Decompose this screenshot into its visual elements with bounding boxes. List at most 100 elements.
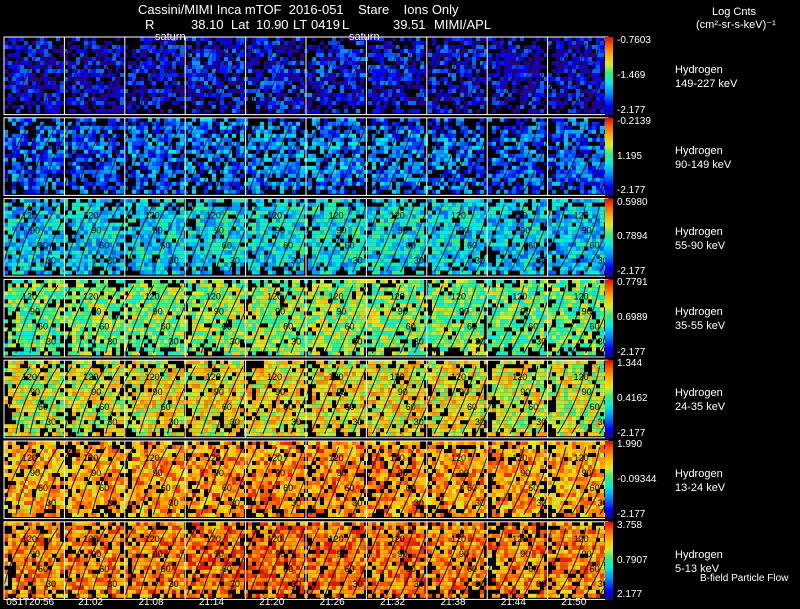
heatmap-cell bbox=[504, 137, 508, 142]
heatmap-cell bbox=[440, 210, 444, 215]
heatmap-cell bbox=[560, 53, 564, 57]
heatmap-cell bbox=[420, 206, 424, 211]
heatmap-cell bbox=[136, 49, 140, 53]
heatmap-cell bbox=[288, 125, 292, 130]
heatmap-cell bbox=[388, 81, 392, 85]
heatmap-cell bbox=[16, 161, 20, 166]
heatmap-cell bbox=[360, 145, 364, 150]
color-bar-segment bbox=[605, 144, 613, 148]
heatmap-cell bbox=[404, 77, 408, 81]
heatmap-cell bbox=[360, 165, 364, 170]
heatmap-cell bbox=[248, 77, 252, 81]
heatmap-cell bbox=[324, 129, 328, 134]
heatmap-cell bbox=[100, 137, 104, 142]
heatmap-cell bbox=[108, 49, 112, 53]
heatmap-cell bbox=[48, 65, 52, 69]
heatmap-cell bbox=[24, 185, 28, 190]
heatmap-cell bbox=[472, 153, 476, 158]
heatmap-cell bbox=[200, 218, 204, 223]
heatmap-cell bbox=[392, 73, 396, 77]
heatmap-cell bbox=[464, 41, 468, 45]
heatmap-cell bbox=[404, 214, 408, 219]
contour-line bbox=[29, 123, 59, 192]
heatmap-cell bbox=[156, 145, 160, 150]
heatmap-cell bbox=[220, 145, 224, 150]
heatmap-cell bbox=[168, 206, 172, 211]
heatmap-cell bbox=[104, 210, 108, 215]
heatmap-cell bbox=[8, 210, 12, 215]
contour-line bbox=[557, 123, 587, 192]
heatmap-cell bbox=[64, 141, 68, 146]
heatmap-cell bbox=[24, 69, 28, 73]
heatmap-cell bbox=[116, 85, 120, 89]
contour-line bbox=[599, 123, 629, 192]
color-bar-segment bbox=[605, 77, 613, 81]
heatmap-cell bbox=[464, 105, 468, 109]
heatmap-cell bbox=[588, 37, 592, 41]
heatmap-cell bbox=[100, 177, 104, 182]
heatmap-cell bbox=[36, 177, 40, 182]
heatmap-cell bbox=[60, 157, 64, 162]
heatmap-cell bbox=[560, 61, 564, 65]
heatmap-cell bbox=[212, 206, 216, 211]
heatmap-cell bbox=[496, 65, 500, 69]
heatmap-cell bbox=[56, 141, 60, 146]
heatmap-cell bbox=[464, 57, 468, 61]
heatmap-cell bbox=[84, 177, 88, 182]
heatmap-cell bbox=[468, 77, 472, 81]
heatmap-cell bbox=[376, 37, 380, 41]
heatmap-cell bbox=[320, 149, 324, 154]
heatmap-cell bbox=[332, 189, 336, 194]
heatmap-cell bbox=[456, 121, 460, 126]
heatmap-cell bbox=[352, 93, 356, 97]
heatmap-cell bbox=[376, 129, 380, 134]
heatmap-cell bbox=[84, 73, 88, 77]
heatmap-cell bbox=[128, 109, 132, 113]
heatmap-cell bbox=[136, 65, 140, 69]
heatmap-cell bbox=[80, 49, 84, 53]
heatmap-cell bbox=[80, 202, 84, 207]
heatmap-cell bbox=[584, 125, 588, 130]
heatmap-cell bbox=[220, 157, 224, 162]
heatmap-cell bbox=[580, 121, 584, 126]
heatmap-cell bbox=[28, 222, 32, 227]
heatmap-cell bbox=[556, 145, 560, 150]
heatmap-cell bbox=[560, 89, 564, 93]
heatmap-cell bbox=[252, 153, 256, 158]
heatmap-cell bbox=[384, 45, 388, 49]
contour-line bbox=[214, 123, 244, 192]
heatmap-cell bbox=[472, 206, 476, 211]
heatmap-cell bbox=[192, 137, 196, 142]
heatmap-cell bbox=[580, 210, 584, 215]
heatmap-cell bbox=[548, 161, 552, 166]
contour-line bbox=[461, 42, 491, 111]
heatmap-cell bbox=[592, 129, 596, 134]
heatmap-cell bbox=[400, 210, 404, 215]
heatmap-cell bbox=[176, 214, 180, 219]
heatmap-cell bbox=[472, 218, 476, 223]
heatmap-cell bbox=[84, 121, 88, 126]
heatmap-cell bbox=[76, 101, 80, 105]
heatmap-cell bbox=[528, 125, 532, 130]
contour-line bbox=[1, 123, 31, 192]
heatmap-cell bbox=[156, 49, 160, 53]
heatmap-cell bbox=[100, 222, 104, 227]
heatmap-cell bbox=[116, 125, 120, 130]
heatmap-cell bbox=[144, 101, 148, 105]
heatmap-cell bbox=[504, 173, 508, 178]
heatmap-cell bbox=[276, 65, 280, 69]
heatmap-cell bbox=[408, 169, 412, 174]
heatmap-cell bbox=[92, 61, 96, 65]
heatmap-cell bbox=[96, 206, 100, 211]
heatmap-cell bbox=[116, 206, 120, 211]
heatmap-cell bbox=[520, 105, 524, 109]
heatmap-cell bbox=[316, 117, 320, 122]
heatmap-cell bbox=[424, 157, 428, 162]
heatmap-cell bbox=[44, 165, 48, 170]
heatmap-cell bbox=[232, 81, 236, 85]
heatmap-cell bbox=[332, 61, 336, 65]
heatmap-cell bbox=[588, 177, 592, 182]
heatmap-cell bbox=[292, 85, 296, 89]
heatmap-cell bbox=[424, 177, 428, 182]
heatmap-cell bbox=[440, 137, 444, 142]
